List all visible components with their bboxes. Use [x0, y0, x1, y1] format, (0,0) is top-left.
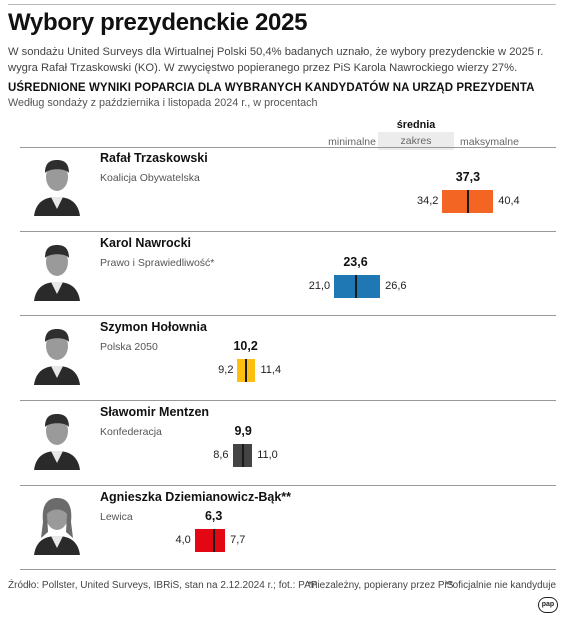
- row-separator: [20, 400, 556, 401]
- candidate-party: Koalicja Obywatelska: [100, 172, 200, 184]
- candidate-party: Prawo i Sprawiedliwość*: [100, 257, 215, 269]
- average-marker: [244, 359, 247, 382]
- average-label: 9,9: [234, 424, 252, 438]
- candidate-photo: [32, 407, 82, 470]
- row-separator: [20, 485, 556, 486]
- candidate-name: Sławomir Mentzen: [100, 405, 210, 419]
- candidate-name: Karol Nawrocki: [100, 236, 192, 250]
- candidate-photo: [32, 322, 82, 385]
- candidate-row: Sławomir Mentzen Konfederacja 9,9 8,6 11,0: [0, 400, 564, 485]
- candidate-photo: [32, 492, 82, 555]
- average-label: 23,6: [343, 255, 368, 269]
- range-bar: [194, 529, 226, 552]
- maximum-label: 11,0: [257, 449, 278, 461]
- minimum-label: 8,6: [213, 449, 229, 461]
- average-label: 6,3: [204, 509, 223, 523]
- pap-logo: pap: [538, 597, 558, 613]
- footnote-not-running: **oficjalnie nie kandyduje: [444, 580, 556, 591]
- candidate-party: Polska 2050: [100, 341, 158, 353]
- legend-minimum: minimalne: [328, 136, 376, 148]
- average-marker: [354, 275, 357, 298]
- maximum-label: 40,4: [498, 195, 520, 207]
- legend-maximum: maksymalne: [460, 136, 519, 148]
- candidate-row: Agnieszka Dziemianowicz-Bąk** Lewica 6,3 4,…: [0, 485, 564, 570]
- legend-average: średnia: [396, 119, 436, 131]
- top-rule: [8, 4, 556, 5]
- lead-text: W sondażu United Surveys dla Wirtualnej …: [8, 46, 544, 74]
- candidate-photo: [32, 238, 82, 301]
- candidate-row: Szymon Hołownia Polska 2050 10,2 9,2 11,4: [0, 315, 564, 400]
- maximum-label: 11,4: [260, 364, 282, 376]
- candidate-name: Szymon Hołownia: [100, 320, 207, 334]
- average-marker: [242, 444, 245, 467]
- row-separator: [20, 231, 556, 232]
- candidate-party: Konfederacja: [100, 426, 162, 438]
- candidate-name: Rafał Trzaskowski: [100, 151, 208, 165]
- candidate-party: Lewica: [100, 511, 133, 523]
- range-bar: [334, 275, 381, 298]
- chart-subtitle: Według sondaży z października i listopad…: [8, 97, 318, 109]
- average-label: 37,3: [455, 170, 481, 184]
- footnote-independent: *niezależny, popierany przez PiS: [308, 580, 454, 591]
- maximum-label: 26,6: [385, 280, 407, 292]
- row-separator: [20, 147, 556, 148]
- candidate-photo: [32, 153, 82, 216]
- minimum-label: 9,2: [218, 364, 234, 376]
- chart-title: UŚREDNIONE WYNIKI POPARCIA DLA WYBRANYCH…: [8, 82, 535, 94]
- average-marker: [466, 190, 469, 213]
- source-note: Źródło: Pollster, United Surveys, IBRiS,…: [8, 580, 318, 591]
- legend-range: zakres: [378, 132, 454, 150]
- row-separator: [20, 569, 556, 570]
- candidate-name: Agnieszka Dziemianowicz-Bąk**: [100, 490, 292, 504]
- candidate-row: Karol Nawrocki Prawo i Sprawiedliwość* 23,…: [0, 231, 564, 316]
- minimum-label: 34,2: [417, 195, 439, 207]
- maximum-label: 7,7: [230, 534, 246, 546]
- average-marker: [212, 529, 215, 552]
- candidate-row: Rafał Trzaskowski Koalicja Obywatelska 37,…: [0, 147, 564, 231]
- row-separator: [20, 315, 556, 316]
- page-title: Wybory prezydenckie 2025: [8, 9, 308, 36]
- minimum-label: 4,0: [175, 534, 191, 546]
- minimum-label: 21,0: [308, 280, 331, 292]
- average-label: 10,2: [233, 339, 258, 353]
